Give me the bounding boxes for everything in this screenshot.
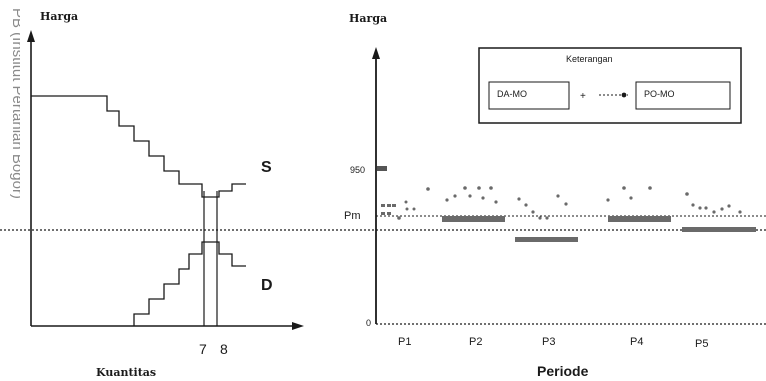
right-x-label: Periode: [537, 363, 589, 379]
marker-dot: [556, 194, 560, 198]
marker-dot: [606, 198, 610, 202]
period-3-markers: [515, 194, 578, 242]
marker-dot: [405, 207, 409, 211]
left-panel: Harga S D 7 8 Kuantitas: [27, 10, 304, 379]
marker-dot: [622, 186, 626, 190]
left-x-axis-arrow: [292, 322, 304, 330]
legend-plus-icon: +: [580, 91, 586, 102]
marker-square: [381, 212, 385, 215]
marker-dot: [704, 206, 708, 210]
tick-pm: Pm: [344, 210, 361, 222]
watermark-text: PB (Institut Pertanian Bogor): [9, 8, 20, 199]
marker-dot: [727, 204, 731, 208]
marker-dot: [720, 207, 724, 211]
tick-8: 8: [220, 341, 228, 357]
tick-7: 7: [199, 341, 207, 357]
legend-item-damo: DA-MO: [497, 89, 527, 99]
marker-square: [387, 204, 391, 207]
period-5-markers: [682, 192, 756, 232]
period-label-p5: P5: [695, 338, 708, 350]
marker-dot: [712, 210, 716, 214]
period-label-p4: P4: [630, 336, 643, 348]
watermark: PB (Institut Pertanian Bogor): [9, 8, 20, 199]
marker-square: [682, 227, 756, 232]
marker-dot: [545, 216, 549, 220]
marker-dot: [564, 202, 568, 206]
period-label-p2: P2: [469, 336, 482, 348]
marker-dot: [531, 210, 535, 214]
legend-item-box-1: [488, 81, 570, 110]
demand-label: D: [261, 277, 273, 294]
legend-title: Keterangan: [566, 54, 613, 64]
marker-square: [381, 204, 385, 207]
marker-dot: [397, 216, 401, 220]
marker-square: [387, 212, 391, 215]
period-4-markers: [606, 186, 671, 222]
marker-dot: [453, 194, 457, 198]
marker-dot: [629, 196, 633, 200]
marker-dot: [685, 192, 689, 196]
right-y-axis-arrow: [372, 47, 380, 59]
marker-dot: [648, 186, 652, 190]
marker-dot: [524, 203, 528, 207]
left-y-label: Harga: [40, 10, 78, 23]
marker-dot: [481, 196, 485, 200]
marker-square: [442, 216, 505, 222]
marker-dot: [426, 187, 430, 191]
supply-label: S: [261, 159, 272, 176]
marker-950: [377, 166, 387, 171]
marker-dot: [698, 206, 702, 210]
marker-dot: [691, 203, 695, 207]
legend-item-pomo: PO-MO: [644, 89, 675, 99]
period-label-p1: P1: [398, 336, 411, 348]
right-panel: Harga 950 Pm 0 P1 P2 P3 P4 P5 Periode: [344, 12, 766, 379]
demand-curve: [133, 241, 246, 326]
period-label-p3: P3: [542, 336, 555, 348]
marker-dot: [404, 200, 408, 204]
marker-dot: [538, 216, 542, 220]
legend: Keterangan DA-MO + PO-MO: [478, 47, 742, 124]
marker-dot: [445, 198, 449, 202]
marker-dot: [463, 186, 467, 190]
marker-dot: [517, 197, 521, 201]
legend-item-box-2: [635, 81, 731, 110]
supply-curve: [31, 95, 246, 198]
marker-dot: [494, 200, 498, 204]
marker-dot: [412, 207, 416, 211]
marker-square: [515, 237, 578, 242]
marker-dot: [738, 210, 742, 214]
left-y-axis-arrow: [27, 30, 35, 42]
marker-square: [392, 204, 396, 207]
legend-dot-icon: [621, 92, 627, 98]
left-x-label: Kuantitas: [96, 366, 156, 379]
marker-dot: [489, 186, 493, 190]
tick-0: 0: [366, 318, 371, 328]
period-2-markers: [442, 186, 505, 222]
marker-dot: [468, 194, 472, 198]
period-1-markers: [381, 187, 430, 220]
marker-dot: [477, 186, 481, 190]
right-y-label: Harga: [349, 12, 387, 25]
tick-950: 950: [350, 165, 365, 175]
marker-square: [608, 216, 671, 222]
